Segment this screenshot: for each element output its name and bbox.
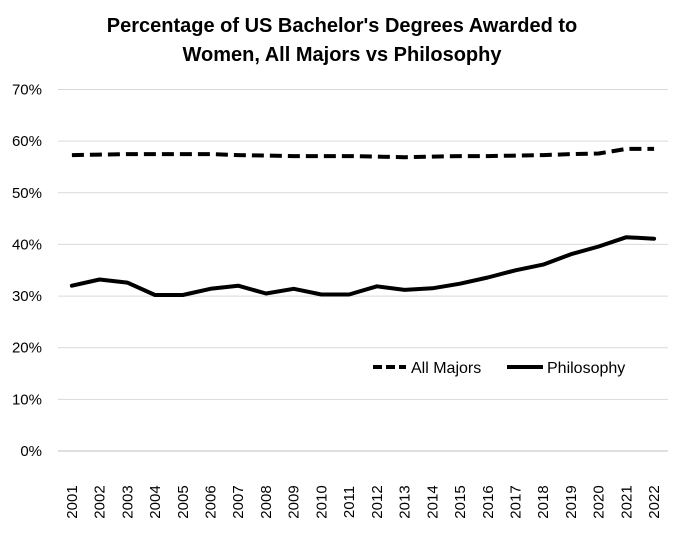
x-tick-label: 2014 [424, 485, 441, 518]
series-line-all-majors [71, 146, 655, 160]
legend: All Majors Philosophy [373, 360, 625, 377]
x-tick-label: 2001 [64, 485, 81, 518]
y-tick-label: 40% [12, 236, 42, 253]
x-tick-label: 2017 [508, 485, 525, 518]
x-tick-label: 2005 [175, 485, 192, 518]
x-tick-label: 2008 [258, 485, 275, 518]
x-tick-label: 2004 [147, 485, 164, 518]
series-lines [69, 146, 657, 297]
x-tick-label: 2010 [313, 485, 330, 518]
x-tick-label: 2018 [535, 485, 552, 518]
x-tick-label: 2021 [618, 485, 635, 518]
chart-title-line-1: Percentage of US Bachelor's Degrees Awar… [106, 15, 578, 37]
x-tick-label: 2019 [563, 485, 580, 518]
legend-label: Philosophy [547, 360, 625, 377]
gridlines [58, 89, 668, 452]
y-tick-label: 70% [12, 82, 42, 99]
y-tick-label: 10% [12, 391, 42, 408]
x-tick-label: 2007 [230, 485, 247, 518]
chart-title-line-2: Women, All Majors vs Philosophy [182, 44, 502, 66]
x-tick-label: 2016 [480, 485, 497, 518]
y-tick-label: 0% [20, 443, 42, 460]
y-tick-label: 50% [12, 185, 42, 202]
y-axis-tick-labels: 0% 10% 20% 30% 40% 50% 60% 70% [12, 82, 42, 461]
x-tick-label: 2022 [646, 485, 663, 518]
x-tick-label: 2015 [452, 485, 469, 518]
chart-title: Percentage of US Bachelor's Degrees Awar… [0, 12, 684, 70]
x-tick-label: 2012 [369, 485, 386, 518]
y-tick-label: 20% [12, 340, 42, 357]
x-tick-label: 2006 [203, 485, 220, 518]
legend-label: All Majors [411, 360, 481, 377]
y-tick-label: 30% [12, 288, 42, 305]
series-line-philosophy [69, 235, 657, 297]
x-tick-label: 2013 [397, 485, 414, 518]
x-tick-label: 2009 [286, 485, 303, 518]
x-tick-label: 2011 [341, 486, 358, 518]
x-tick-label: 2003 [119, 485, 136, 518]
x-tick-label: 2020 [591, 485, 608, 518]
x-axis-tick-labels: 2001 2002 2003 2004 2005 2006 2007 2008 2009 2010… [64, 485, 663, 518]
y-tick-label: 60% [12, 133, 42, 150]
x-tick-label: 2002 [92, 485, 109, 518]
